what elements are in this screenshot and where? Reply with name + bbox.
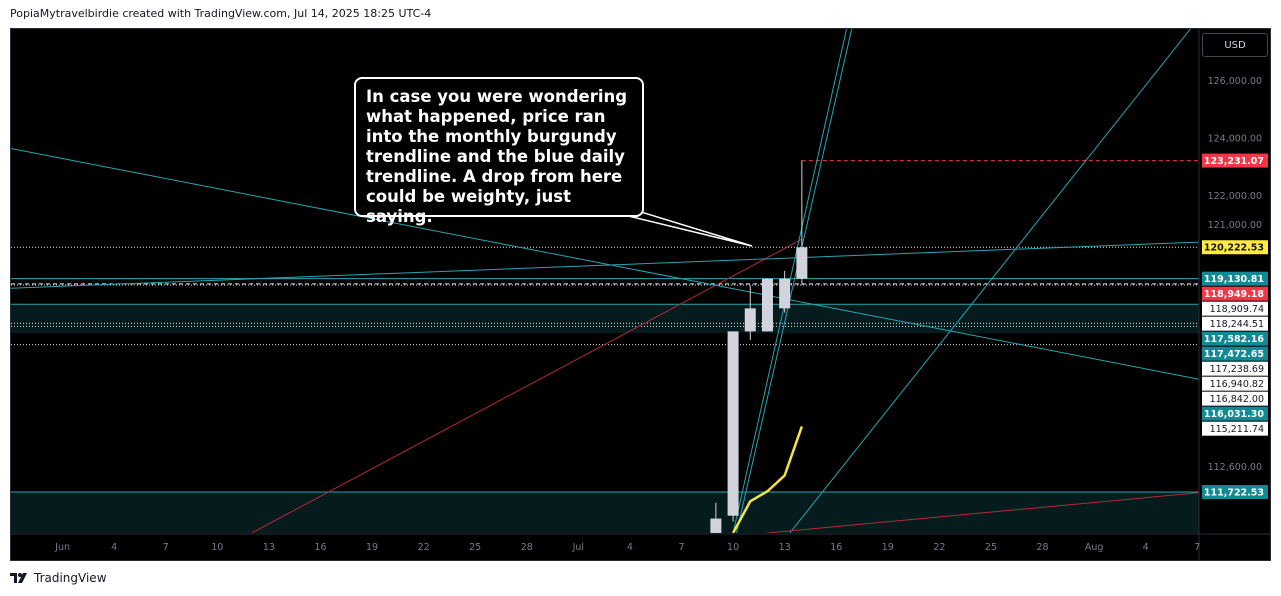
price-label: 117,582.16 — [1204, 334, 1264, 345]
tradingview-logo-icon — [10, 573, 27, 583]
yellow-indicator-line — [731, 426, 804, 533]
x-tick-label: 22 — [933, 542, 945, 553]
x-tick-label: 7 — [163, 542, 169, 553]
x-tick-label: Jul — [572, 542, 584, 553]
support-zone — [11, 492, 1199, 533]
price-label: 118,949.18 — [1204, 289, 1264, 300]
price-label: 119,130.81 — [1204, 274, 1264, 285]
price-label: 115,211.74 — [1210, 424, 1264, 435]
x-tick-label: 4 — [1143, 542, 1149, 553]
plot-area — [11, 29, 1199, 533]
annotation-callout[interactable]: In case you were wondering what happened… — [354, 77, 644, 226]
candle-body — [796, 247, 808, 279]
price-label: 120,222.53 — [1204, 243, 1264, 254]
x-tick-label: 4 — [627, 542, 633, 553]
price-label-bg — [1202, 271, 1268, 286]
currency-button[interactable]: USD — [1202, 33, 1268, 57]
price-label-bg — [1202, 346, 1268, 361]
price-label: 116,842.00 — [1210, 394, 1264, 405]
price-label: 118,244.51 — [1210, 319, 1264, 330]
x-tick-label: 22 — [418, 542, 430, 553]
y-tick-label: 112,600.00 — [1208, 462, 1262, 473]
annotation-line: could be weighty, just saying. — [366, 187, 571, 226]
price-label-bg — [1202, 316, 1268, 331]
trendline — [11, 241, 1199, 289]
trendline — [736, 29, 853, 533]
x-tick-label: 10 — [211, 542, 223, 553]
candle-body — [744, 308, 756, 332]
x-tick-label: 10 — [727, 542, 739, 553]
candle-body — [779, 278, 791, 309]
x-tick-label: 7 — [1194, 542, 1200, 553]
trendline — [789, 29, 1191, 533]
price-label-bg — [1202, 421, 1268, 436]
y-tick-label: 122,000.00 — [1208, 191, 1262, 202]
x-tick-label: 13 — [263, 542, 275, 553]
annotation-line: what happened, price ran — [366, 107, 606, 126]
price-label-bg — [1202, 406, 1268, 421]
price-label: 117,472.65 — [1204, 349, 1264, 360]
x-tick-label: 16 — [830, 542, 842, 553]
price-label: 111,722.53 — [1204, 488, 1264, 499]
y-tick-label: 124,000.00 — [1208, 133, 1262, 144]
x-tick-label: 4 — [111, 542, 117, 553]
x-tick-label: 7 — [678, 542, 684, 553]
price-label-bg — [1202, 485, 1268, 500]
price-label-bg — [1202, 286, 1268, 301]
trendline — [251, 238, 803, 533]
annotation-line: trendline and the blue daily — [366, 147, 625, 166]
chart-attribution: PopiaMytravelbirdie created with Trading… — [10, 7, 432, 20]
annotation-line: In case you were wondering — [366, 87, 628, 106]
candle-body — [710, 518, 722, 533]
price-label: 123,231.07 — [1204, 156, 1264, 167]
candle-body — [727, 331, 739, 516]
x-tick-label: 19 — [366, 542, 378, 553]
footer-brand-label: TradingView — [34, 571, 107, 585]
x-tick-label: 28 — [1037, 542, 1049, 553]
price-label-bg — [1202, 391, 1268, 406]
trendline — [11, 148, 1199, 380]
y-tick-label: 121,000.00 — [1208, 220, 1262, 231]
x-tick-label: Jun — [54, 542, 70, 553]
x-tick-label: 16 — [314, 542, 326, 553]
support-zone — [11, 304, 1199, 334]
price-label-bg — [1202, 376, 1268, 391]
candle-body — [761, 278, 773, 332]
price-label: 117,238.69 — [1210, 364, 1264, 375]
annotation-line: trendline. A drop from here — [366, 167, 623, 186]
x-tick-label: Aug — [1085, 542, 1104, 553]
price-label: 118,909.74 — [1210, 304, 1264, 315]
x-tick-label: 25 — [469, 542, 481, 553]
price-label: 116,031.30 — [1204, 409, 1264, 420]
x-tick-label: 19 — [882, 542, 894, 553]
price-label-bg — [1202, 301, 1268, 316]
chart-frame[interactable] — [10, 28, 1271, 561]
y-tick-label: 126,000.00 — [1208, 76, 1262, 87]
price-label-bg — [1202, 153, 1268, 168]
x-tick-label: 28 — [521, 542, 533, 553]
x-tick-label: 13 — [779, 542, 791, 553]
trendline — [767, 492, 1199, 533]
price-label-bg — [1202, 361, 1268, 376]
x-tick-label: 25 — [985, 542, 997, 553]
footer-brand: TradingView — [10, 570, 107, 586]
price-label-bg — [1202, 240, 1268, 255]
annotation-line: into the monthly burgundy — [366, 127, 617, 146]
price-label-bg — [1202, 331, 1268, 346]
price-label: 116,940.82 — [1210, 379, 1264, 390]
